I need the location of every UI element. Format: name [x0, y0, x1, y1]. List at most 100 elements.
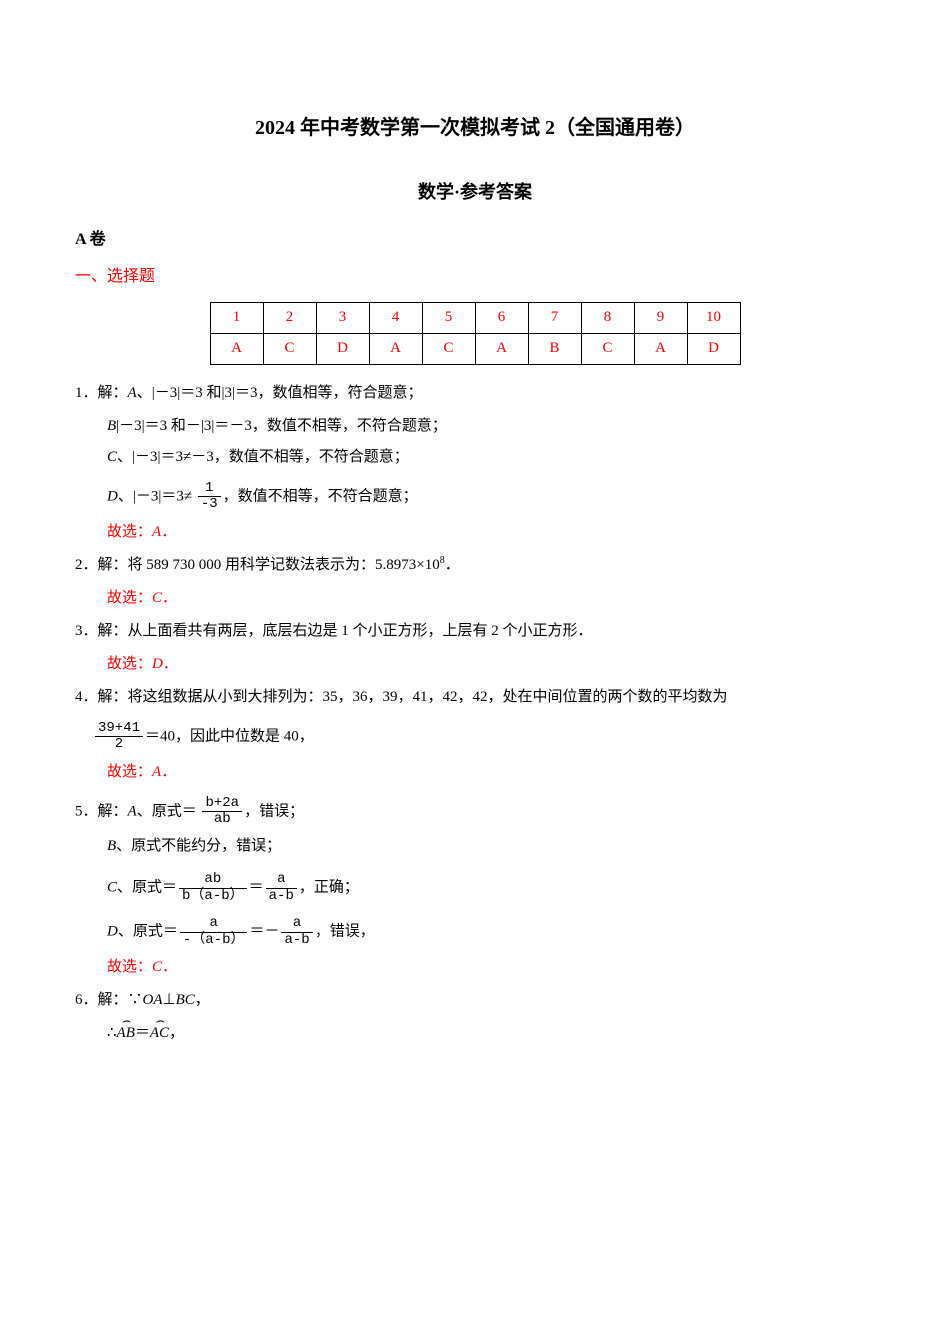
q5-c-frac1: abb（a-b）: [179, 872, 247, 904]
table-answer-row: A C D A C A B C A D: [210, 333, 740, 364]
q1-d-frac-bot: -3: [198, 497, 221, 512]
q4-num: 4．: [75, 689, 98, 705]
q4-post: ＝40，因此中位数是 40，: [145, 728, 314, 744]
q4-choice: A: [152, 764, 161, 780]
th-5: 5: [422, 302, 475, 333]
solution-6: 6．解：∵OA⊥BC，: [75, 987, 875, 1014]
q5-c-frac2-top: a: [266, 872, 297, 888]
q1-choice: A: [152, 524, 161, 540]
q5-c-pre: 、原式＝: [117, 880, 177, 896]
q1-d-frac-top: 1: [198, 481, 221, 497]
q3-choice-line: 故选：D．: [75, 651, 875, 678]
ans-4: A: [369, 333, 422, 364]
th-8: 8: [581, 302, 634, 333]
q5-d-lead: D: [107, 923, 118, 939]
q6-l2-pre: ∴: [107, 1025, 117, 1041]
q2-suffix: ．: [445, 557, 460, 573]
q5-d-frac1: a-（a-b）: [180, 916, 248, 948]
th-4: 4: [369, 302, 422, 333]
q1-b-rest: |－3|＝3 和－|3|＝－3，数值不相等，不符合题意；: [116, 418, 447, 434]
solution-1: 1．解：A、|－3|＝3 和|3|＝3，数值相等，符合题意；: [75, 380, 875, 407]
q6-oa: OA: [143, 992, 163, 1008]
q3-choice-prefix: 故选：: [107, 656, 152, 672]
q2-choice-prefix: 故选：: [107, 590, 152, 606]
q6-bc: BC: [176, 992, 195, 1008]
q5-b-lead: B: [107, 838, 116, 854]
ans-6: A: [475, 333, 528, 364]
solution-2: 2．解：将 589 730 000 用科学记数法表示为：5.8973×108．: [75, 552, 875, 579]
q5-b-rest: 、原式不能约分，错误；: [116, 838, 281, 854]
q1-c-lead: C: [107, 449, 117, 465]
q1-num: 1．: [75, 385, 98, 401]
q5-c-lead: C: [107, 880, 117, 896]
table-header-row: 1 2 3 4 5 6 7 8 9 10: [210, 302, 740, 333]
solution-5: 5．解：A、原式＝ b+2aab，错误；: [75, 796, 875, 828]
q3-choice: D: [152, 656, 163, 672]
q1-d-post: ，数值不相等，不符合题意；: [223, 488, 418, 504]
q4-choice-prefix: 故选：: [107, 764, 152, 780]
q6-num: 6．: [75, 992, 98, 1008]
q5-a-frac-top: b+2a: [202, 796, 242, 812]
q1-b: B|－3|＝3 和－|3|＝－3，数值不相等，不符合题意；: [75, 413, 875, 440]
q1-choice-line: 故选：A．: [75, 519, 875, 546]
ans-1: A: [210, 333, 263, 364]
ans-5: C: [422, 333, 475, 364]
th-3: 3: [316, 302, 369, 333]
q5-prefix: 解：: [98, 803, 128, 819]
th-2: 2: [263, 302, 316, 333]
q5-b: B、原式不能约分，错误；: [75, 833, 875, 860]
ans-8: C: [581, 333, 634, 364]
solution-4: 4．解：将这组数据从小到大排列为：35，36，39，41，42，42，处在中间位…: [75, 684, 875, 711]
q4-frac-bot: 2: [95, 737, 143, 752]
q2-choice-line: 故选：C．: [75, 585, 875, 612]
q6-line2: ∴AB＝AC，: [75, 1020, 875, 1047]
ans-9: A: [634, 333, 687, 364]
q5-c-frac2-bot: a-b: [266, 889, 297, 904]
q5-a-frac-bot: ab: [202, 812, 242, 827]
q6-perp: ⊥: [163, 992, 176, 1008]
q5-choice-suffix: ．: [162, 959, 177, 975]
ans-2: C: [263, 333, 316, 364]
q5-a-lead: A: [128, 803, 137, 819]
q5-d-frac2-bot: a-b: [281, 933, 312, 948]
q5-a-post: ，错误；: [244, 803, 304, 819]
q6-comma: ，: [195, 992, 210, 1008]
q5-d-frac1-bot: -（a-b）: [180, 933, 248, 948]
q1-c: C、|－3|＝3≠－3，数值不相等，不符合题意；: [75, 444, 875, 471]
ans-3: D: [316, 333, 369, 364]
q5-d-pre: 、原式＝: [118, 923, 178, 939]
q4-choice-suffix: ．: [161, 764, 176, 780]
q4-frac: 39+412: [95, 721, 143, 753]
q5-c: C、原式＝abb（a-b）＝aa-b，正确；: [75, 872, 875, 904]
q6-prefix: 解：∵: [98, 992, 143, 1008]
q5-d: D、原式＝a-（a-b）＝－aa-b，错误，: [75, 916, 875, 948]
q1-d-frac: 1-3: [198, 481, 221, 513]
q1-d: D、|－3|＝3≠ 1-3，数值不相等，不符合题意；: [75, 481, 875, 513]
q5-c-frac1-top: ab: [179, 872, 247, 888]
q5-c-mid: ＝: [249, 880, 264, 896]
q5-a-pre: 、原式＝: [137, 803, 201, 819]
q5-d-frac2: aa-b: [281, 916, 312, 948]
q4-choice-line: 故选：A．: [75, 759, 875, 786]
q2-choice-suffix: ．: [162, 590, 177, 606]
q1-choice-prefix: 故选：: [107, 524, 152, 540]
document-page: 2024 年中考数学第一次模拟考试 2（全国通用卷） 数学·参考答案 A 卷 一…: [0, 0, 950, 1111]
q5-c-post: ，正确；: [299, 880, 359, 896]
ans-7: B: [528, 333, 581, 364]
answer-table: 1 2 3 4 5 6 7 8 9 10 A C D A C A B C A D: [210, 302, 741, 365]
section-a-label: A 卷: [75, 226, 875, 255]
q1-b-lead: B: [107, 418, 116, 434]
q4-frac-line: 39+412＝40，因此中位数是 40，: [75, 721, 875, 753]
q4-frac-top: 39+41: [95, 721, 143, 737]
q3-choice-suffix: ．: [163, 656, 178, 672]
q6-arc-ac: AC: [150, 1020, 169, 1047]
q1-prefix: 解：: [98, 385, 128, 401]
q5-c-frac2: aa-b: [266, 872, 297, 904]
q1-a-rest: 、|－3|＝3 和|3|＝3，数值相等，符合题意；: [137, 385, 423, 401]
q2-num: 2．: [75, 557, 98, 573]
q1-choice-suffix: ．: [161, 524, 176, 540]
q2-choice: C: [152, 590, 162, 606]
q5-choice: C: [152, 959, 162, 975]
q3-text: 解：从上面看共有两层，底层右边是 1 个小正方形，上层有 2 个小正方形．: [98, 623, 593, 639]
q1-a-lead: A: [128, 385, 137, 401]
